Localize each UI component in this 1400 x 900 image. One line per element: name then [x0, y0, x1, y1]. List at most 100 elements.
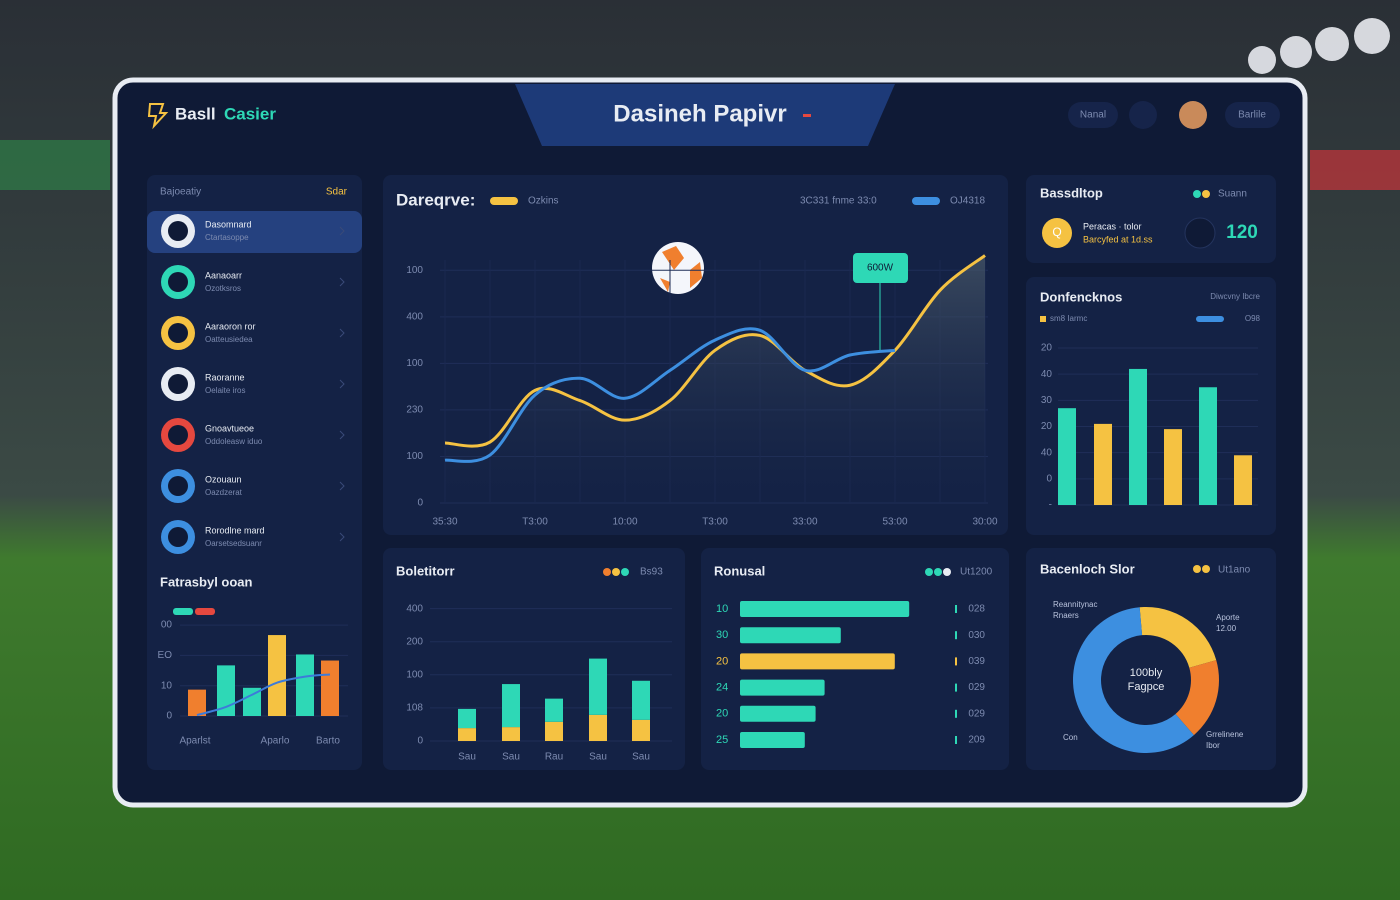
value-label: 039	[968, 656, 985, 667]
tick	[955, 631, 957, 640]
legend-label: O98	[1245, 314, 1261, 323]
y-tick-label: 40	[1041, 447, 1053, 458]
bar	[321, 660, 339, 716]
x-tick-label: Aparlo	[261, 736, 290, 747]
tick	[955, 709, 957, 718]
page-title: Dasineh Papivr	[613, 100, 786, 127]
y-tick-label: 108	[406, 703, 423, 714]
chart-title: Fatrasbyl ooan	[160, 574, 253, 589]
bar	[740, 679, 825, 696]
x-tick-label: 53:00	[882, 517, 907, 528]
annotation: 600W	[867, 263, 894, 274]
y-tick-label: 200	[406, 636, 423, 647]
legend-label: Bs93	[640, 567, 663, 578]
chevron	[339, 226, 345, 236]
bar-segment	[589, 714, 607, 741]
x-tick-label: T3:00	[522, 517, 548, 528]
y-tick-label: 20	[1041, 421, 1053, 432]
y-tick-label: 400	[406, 311, 423, 322]
donut-center: 100bly	[1130, 667, 1163, 679]
bar-segment	[632, 680, 650, 720]
category-label: 24	[716, 682, 728, 694]
bar-segment	[589, 658, 607, 715]
y-tick-label: 20	[1041, 343, 1053, 354]
chevron	[339, 379, 345, 389]
bar	[740, 627, 841, 644]
team-name: Ozouaun	[205, 474, 242, 484]
chart-note: 3C331 fnme 33:0	[800, 196, 877, 207]
nav-icon[interactable]	[1129, 101, 1157, 129]
stadium-lights	[1248, 18, 1390, 74]
bar	[1164, 429, 1182, 505]
nav-pill[interactable]	[1225, 102, 1280, 128]
legend-label: Ozkins	[528, 196, 559, 207]
bar-segment	[502, 727, 520, 741]
team-name: Dasomnard	[205, 219, 252, 229]
active-item[interactable]	[147, 211, 362, 253]
bar	[296, 654, 314, 716]
category-label: 10	[716, 603, 728, 615]
team-name: Raoranne	[205, 372, 245, 382]
legend-dot	[925, 568, 933, 576]
chevron	[339, 328, 345, 338]
bar	[740, 705, 816, 722]
logo[interactable]	[147, 103, 169, 130]
chart-title: Ronusal	[714, 563, 765, 578]
sidebar-badge: Sdar	[326, 187, 348, 198]
legend-label: sm8 Iarmc	[1050, 314, 1087, 323]
x-tick-label: 30:00	[972, 517, 997, 528]
series-line	[444, 327, 896, 463]
bar	[243, 687, 261, 716]
category-label: 25	[716, 734, 728, 746]
donut-label: Con	[1063, 733, 1078, 742]
value-label: 029	[968, 708, 985, 719]
bar	[1094, 423, 1112, 505]
team-sub: Oelaite iros	[205, 386, 245, 395]
legend-dot	[943, 568, 951, 576]
x-tick-label: Sau	[458, 752, 476, 763]
area	[445, 255, 985, 503]
bar-segment	[502, 684, 520, 728]
nav-pill[interactable]	[1068, 102, 1118, 128]
bar-segment	[458, 708, 476, 729]
coin	[1042, 218, 1072, 248]
y-tick-label: 0	[1046, 473, 1052, 484]
chart-note: Diwcvny Ibcre	[1210, 292, 1260, 301]
x-tick-label: 10:00	[612, 517, 637, 528]
nav-link: Barlile	[1238, 110, 1266, 121]
team-name: Aaraoron ror	[205, 321, 256, 331]
x-tick-label: Sau	[502, 752, 520, 763]
legend-swatch	[912, 197, 940, 205]
category-label: 30	[716, 629, 728, 641]
header-tab	[515, 84, 895, 146]
bar	[740, 601, 910, 617]
y-tick-label: 40	[1041, 369, 1053, 380]
brand: Casier	[224, 104, 276, 123]
y-tick-label: 100	[406, 669, 423, 680]
annotation-box	[853, 253, 908, 283]
team-name: Gnoavtueoe	[205, 423, 254, 433]
chevron	[339, 430, 345, 440]
series-line	[444, 254, 986, 448]
ball-icon	[652, 242, 704, 294]
team-sub: Oarsetsedsuanr	[205, 539, 262, 548]
status-text: Peracas · tolor	[1083, 221, 1142, 231]
team-name: Aanaoarr	[205, 270, 242, 280]
legend-swatch	[490, 197, 518, 205]
chart-title: Boletitorr	[396, 563, 455, 578]
value-label: 209	[968, 735, 985, 746]
y-tick-label: 100	[406, 358, 423, 369]
bar	[1129, 368, 1147, 505]
x-tick-label: Sau	[589, 752, 607, 763]
y-tick-label: 100	[406, 451, 423, 462]
team-icon-inner	[168, 476, 188, 496]
team-icon-inner	[168, 527, 188, 547]
refresh-button[interactable]	[1184, 217, 1216, 249]
category-label: 20	[716, 655, 728, 667]
y-tick-label: 230	[406, 405, 423, 416]
bar-segment	[458, 728, 476, 741]
x-tick-label: Rau	[545, 752, 563, 763]
avatar[interactable]	[1179, 101, 1207, 129]
nav-link: Nanal	[1080, 110, 1106, 121]
team-icon-inner	[168, 272, 188, 292]
